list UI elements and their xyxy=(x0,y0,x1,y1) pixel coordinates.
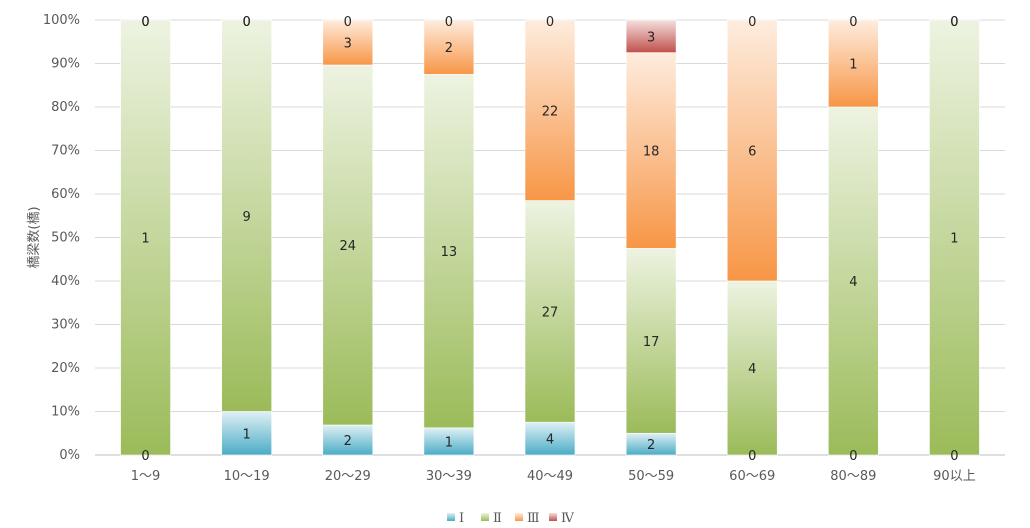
x-tick-label: 90以上 xyxy=(933,469,976,484)
bar-segment xyxy=(524,421,576,456)
bar-segment xyxy=(322,424,374,456)
bar-segment xyxy=(625,52,677,249)
data-label: 0 xyxy=(344,15,352,30)
data-label: 0 xyxy=(849,449,857,464)
y-tick-label: 60% xyxy=(51,187,80,202)
data-label: 3 xyxy=(647,30,655,45)
bar-segment xyxy=(322,64,374,426)
data-label: 1 xyxy=(141,232,149,247)
y-axis-label: 橋梁数(橋) xyxy=(27,206,42,268)
x-tick-label: 80～89 xyxy=(830,469,876,484)
legend-swatch xyxy=(515,513,523,521)
legend-label: Ⅲ xyxy=(527,511,540,526)
y-tick-label: 50% xyxy=(51,231,80,246)
y-tick-label: 20% xyxy=(51,361,80,376)
data-label: 1 xyxy=(950,232,958,247)
data-label: 4 xyxy=(849,275,857,290)
data-label: 0 xyxy=(141,449,149,464)
legend-label: Ⅳ xyxy=(561,511,575,526)
data-label: 3 xyxy=(344,37,352,52)
bar-segment xyxy=(726,19,778,282)
data-label: 1 xyxy=(445,435,453,450)
data-label: 0 xyxy=(950,449,958,464)
legend-label: Ⅱ xyxy=(493,511,502,526)
data-labels: 0100190022430113204272202171830460041001… xyxy=(141,15,958,464)
data-label: 0 xyxy=(849,15,857,30)
data-label: 2 xyxy=(344,434,352,449)
y-tick-label: 100% xyxy=(43,13,80,28)
data-label: 0 xyxy=(445,15,453,30)
data-label: 4 xyxy=(546,433,554,448)
data-label: 2 xyxy=(445,41,453,56)
bar-segment xyxy=(625,248,677,434)
y-axis-ticks: 0% 10% 20% 30% 40% 50% 60% 70% 80% 90% 100% xyxy=(43,13,80,463)
y-tick-label: 10% xyxy=(51,405,80,420)
legend: Ⅰ Ⅱ Ⅲ Ⅳ xyxy=(447,511,575,526)
legend-label: Ⅰ xyxy=(459,511,464,526)
x-tick-label: 30～39 xyxy=(426,469,472,484)
bar-segment xyxy=(828,19,879,108)
data-label: 13 xyxy=(441,245,458,260)
bar-segment xyxy=(221,19,272,412)
data-label: 22 xyxy=(542,104,559,119)
data-label: 24 xyxy=(340,239,357,254)
data-label: 0 xyxy=(243,15,251,30)
y-tick-label: 30% xyxy=(51,318,80,333)
data-label: 4 xyxy=(748,362,756,377)
x-tick-label: 1～9 xyxy=(131,469,161,484)
x-tick-label: 10～19 xyxy=(224,469,270,484)
bar-segment xyxy=(423,19,475,75)
legend-swatch xyxy=(549,513,557,521)
data-label: 1 xyxy=(849,58,857,73)
data-label: 0 xyxy=(950,15,958,30)
x-tick-label: 20～29 xyxy=(325,469,371,484)
data-label: 0 xyxy=(546,15,554,30)
data-label: 0 xyxy=(950,15,958,30)
data-label: 0 xyxy=(243,15,251,30)
data-label: 0 xyxy=(141,15,149,30)
bar-segment xyxy=(524,200,576,423)
x-tick-label: 60～69 xyxy=(729,469,775,484)
bars xyxy=(120,19,980,456)
y-tick-label: 40% xyxy=(51,274,80,289)
data-label: 0 xyxy=(748,15,756,30)
bar-segment xyxy=(120,19,171,456)
bar-segment xyxy=(524,19,576,201)
data-label: 6 xyxy=(748,145,756,160)
x-tick-label: 50～59 xyxy=(628,469,674,484)
bar-segment xyxy=(625,19,677,53)
data-label: 18 xyxy=(643,145,660,160)
y-tick-label: 90% xyxy=(51,57,80,72)
y-tick-label: 80% xyxy=(51,100,80,115)
data-label: 1 xyxy=(243,427,251,442)
x-axis-ticks: 1～9 10～19 20～29 30～39 40～49 50～59 60～69 80～89 90… xyxy=(131,469,976,484)
data-label: 2 xyxy=(647,438,655,453)
data-label: 0 xyxy=(141,15,149,30)
y-tick-label: 0% xyxy=(59,448,80,463)
bar-segment xyxy=(929,19,980,456)
bar-segment xyxy=(322,19,374,66)
bar-segment xyxy=(726,280,778,456)
data-label: 27 xyxy=(542,305,559,320)
bar-segment xyxy=(828,106,879,456)
data-label: 0 xyxy=(748,449,756,464)
y-tick-label: 70% xyxy=(51,144,80,159)
legend-swatch xyxy=(481,513,489,521)
bar-segment xyxy=(221,411,272,456)
data-label: 9 xyxy=(243,210,251,225)
data-label: 17 xyxy=(643,335,660,350)
bar-segment xyxy=(423,74,475,429)
x-tick-label: 40～49 xyxy=(527,469,573,484)
legend-swatch xyxy=(447,513,455,521)
